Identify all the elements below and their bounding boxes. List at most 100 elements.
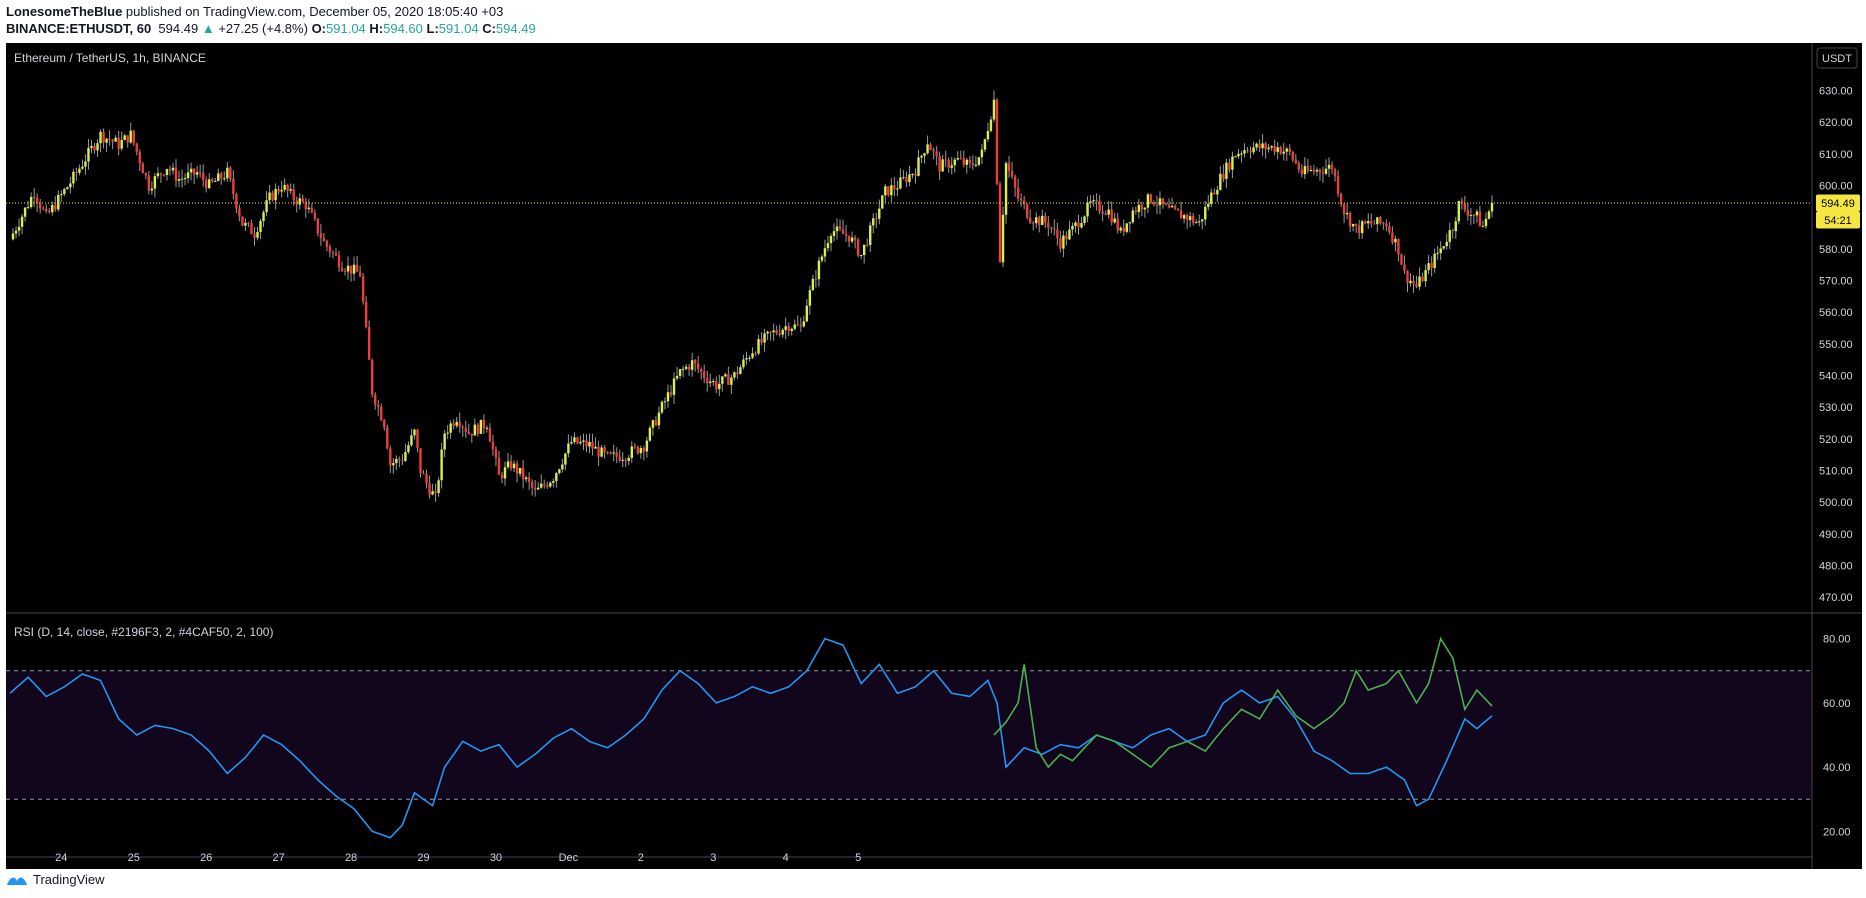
candle-body bbox=[932, 150, 935, 152]
candle-body bbox=[570, 441, 573, 444]
candle-body bbox=[271, 192, 274, 201]
time-tick-label: 26 bbox=[200, 852, 212, 864]
candle-body bbox=[265, 200, 268, 213]
candle-body bbox=[748, 357, 751, 359]
candle-body bbox=[123, 135, 126, 140]
candle-body bbox=[624, 459, 627, 461]
candle-body bbox=[84, 161, 87, 167]
candle-body bbox=[1475, 211, 1479, 216]
candle-body bbox=[413, 429, 416, 436]
chart-canvas[interactable]: 470.00480.00490.00500.00510.00520.00530.… bbox=[6, 43, 1862, 869]
candle-body bbox=[295, 200, 298, 205]
currency-badge[interactable] bbox=[1816, 47, 1858, 69]
candle-body bbox=[552, 481, 555, 483]
time-tick-label: Dec bbox=[559, 852, 579, 864]
candle-body bbox=[238, 208, 241, 217]
candle-body bbox=[1216, 189, 1219, 195]
candle-body bbox=[832, 231, 836, 236]
candle-body bbox=[404, 452, 407, 461]
brand-name[interactable]: TradingView bbox=[33, 872, 105, 887]
rsi-axis[interactable]: 20.00 40.00 60.00 80.00 bbox=[1823, 634, 1851, 839]
candle-body bbox=[1246, 150, 1249, 152]
candle-body bbox=[986, 130, 990, 140]
rsi-tick-label: 20.00 bbox=[1823, 826, 1851, 838]
candle-body bbox=[310, 207, 314, 213]
candle-body bbox=[132, 130, 135, 144]
last-price-label: 594.49 bbox=[1821, 198, 1855, 210]
candle-body bbox=[1354, 223, 1358, 226]
open-label: O: bbox=[311, 21, 327, 36]
candle-body bbox=[1010, 170, 1014, 177]
candle-body bbox=[93, 145, 96, 151]
candle-body bbox=[66, 187, 69, 190]
candle-body bbox=[558, 469, 561, 474]
candle-body bbox=[208, 179, 211, 189]
candle-body bbox=[1376, 217, 1379, 225]
candle-body bbox=[579, 441, 582, 444]
price-tick-label: 610.00 bbox=[1819, 149, 1853, 161]
candle-body bbox=[1267, 147, 1270, 150]
candle-body bbox=[1173, 205, 1177, 209]
candle-body bbox=[211, 179, 214, 182]
candle-body bbox=[627, 457, 630, 461]
candle-body bbox=[1086, 202, 1089, 217]
candle-body bbox=[887, 186, 890, 196]
candle-body bbox=[253, 234, 256, 238]
price-tick-label: 520.00 bbox=[1819, 434, 1853, 446]
candle-body bbox=[434, 491, 437, 494]
candle-body bbox=[473, 424, 477, 436]
publisher-name[interactable]: LonesomeTheBlue bbox=[6, 4, 123, 19]
candle-body bbox=[666, 392, 670, 402]
candle-body bbox=[449, 423, 452, 433]
candle-body bbox=[1336, 176, 1340, 194]
candle-body bbox=[256, 231, 259, 238]
candle-body bbox=[690, 360, 694, 370]
candle-body bbox=[1433, 253, 1436, 268]
candle-body bbox=[1170, 205, 1174, 208]
candle-body bbox=[1013, 176, 1017, 188]
candle-body bbox=[1397, 238, 1400, 255]
candle-body bbox=[1294, 159, 1298, 164]
candle-body bbox=[1481, 226, 1485, 228]
candle-body bbox=[1424, 270, 1427, 282]
candle-body bbox=[1140, 204, 1144, 210]
candle-body bbox=[1128, 222, 1132, 224]
candle-body bbox=[467, 431, 470, 434]
candle-body bbox=[847, 235, 851, 242]
candle-body bbox=[1430, 263, 1433, 268]
candle-body bbox=[485, 427, 489, 429]
time-tick-label: 29 bbox=[417, 852, 429, 864]
candle-body bbox=[902, 177, 905, 179]
time-axis[interactable]: 24 25 26 27 28 29 30 Dec 2 3 4 5 bbox=[55, 852, 861, 864]
currency-label: USDT bbox=[1822, 53, 1852, 65]
candle-body bbox=[1330, 164, 1334, 170]
candle-body bbox=[591, 441, 594, 449]
candle-body bbox=[793, 324, 796, 329]
candle-body bbox=[1282, 151, 1285, 154]
candle-body bbox=[72, 171, 75, 184]
candle-body bbox=[60, 194, 63, 196]
candle-body bbox=[292, 189, 295, 201]
published-text: published on TradingView.com, December 0… bbox=[125, 4, 504, 19]
candle-body bbox=[78, 168, 81, 173]
candle-body bbox=[1270, 146, 1273, 148]
candle-body bbox=[361, 276, 365, 302]
candle-body bbox=[509, 461, 513, 469]
candle-body bbox=[1195, 222, 1198, 224]
candle-body bbox=[1457, 200, 1460, 222]
candle-body bbox=[1071, 225, 1074, 230]
candle-body bbox=[998, 184, 1002, 263]
candle-body bbox=[923, 153, 926, 156]
candle-body bbox=[555, 473, 558, 482]
candle-body bbox=[905, 177, 908, 183]
candle-body bbox=[114, 137, 117, 142]
candle-body bbox=[1409, 280, 1412, 284]
candle-body bbox=[410, 435, 413, 446]
change-value: +27.25 (+4.8%) bbox=[218, 21, 308, 36]
price-tick-label: 510.00 bbox=[1819, 466, 1853, 478]
candle-body bbox=[549, 482, 552, 487]
candle-body bbox=[301, 198, 304, 202]
rsi-pane-title: RSI (D, 14, close, #2196F3, 2, #4CAF50, … bbox=[14, 625, 273, 639]
rsi-band-fill bbox=[6, 670, 1812, 800]
tradingview-logo-icon bbox=[7, 877, 27, 885]
